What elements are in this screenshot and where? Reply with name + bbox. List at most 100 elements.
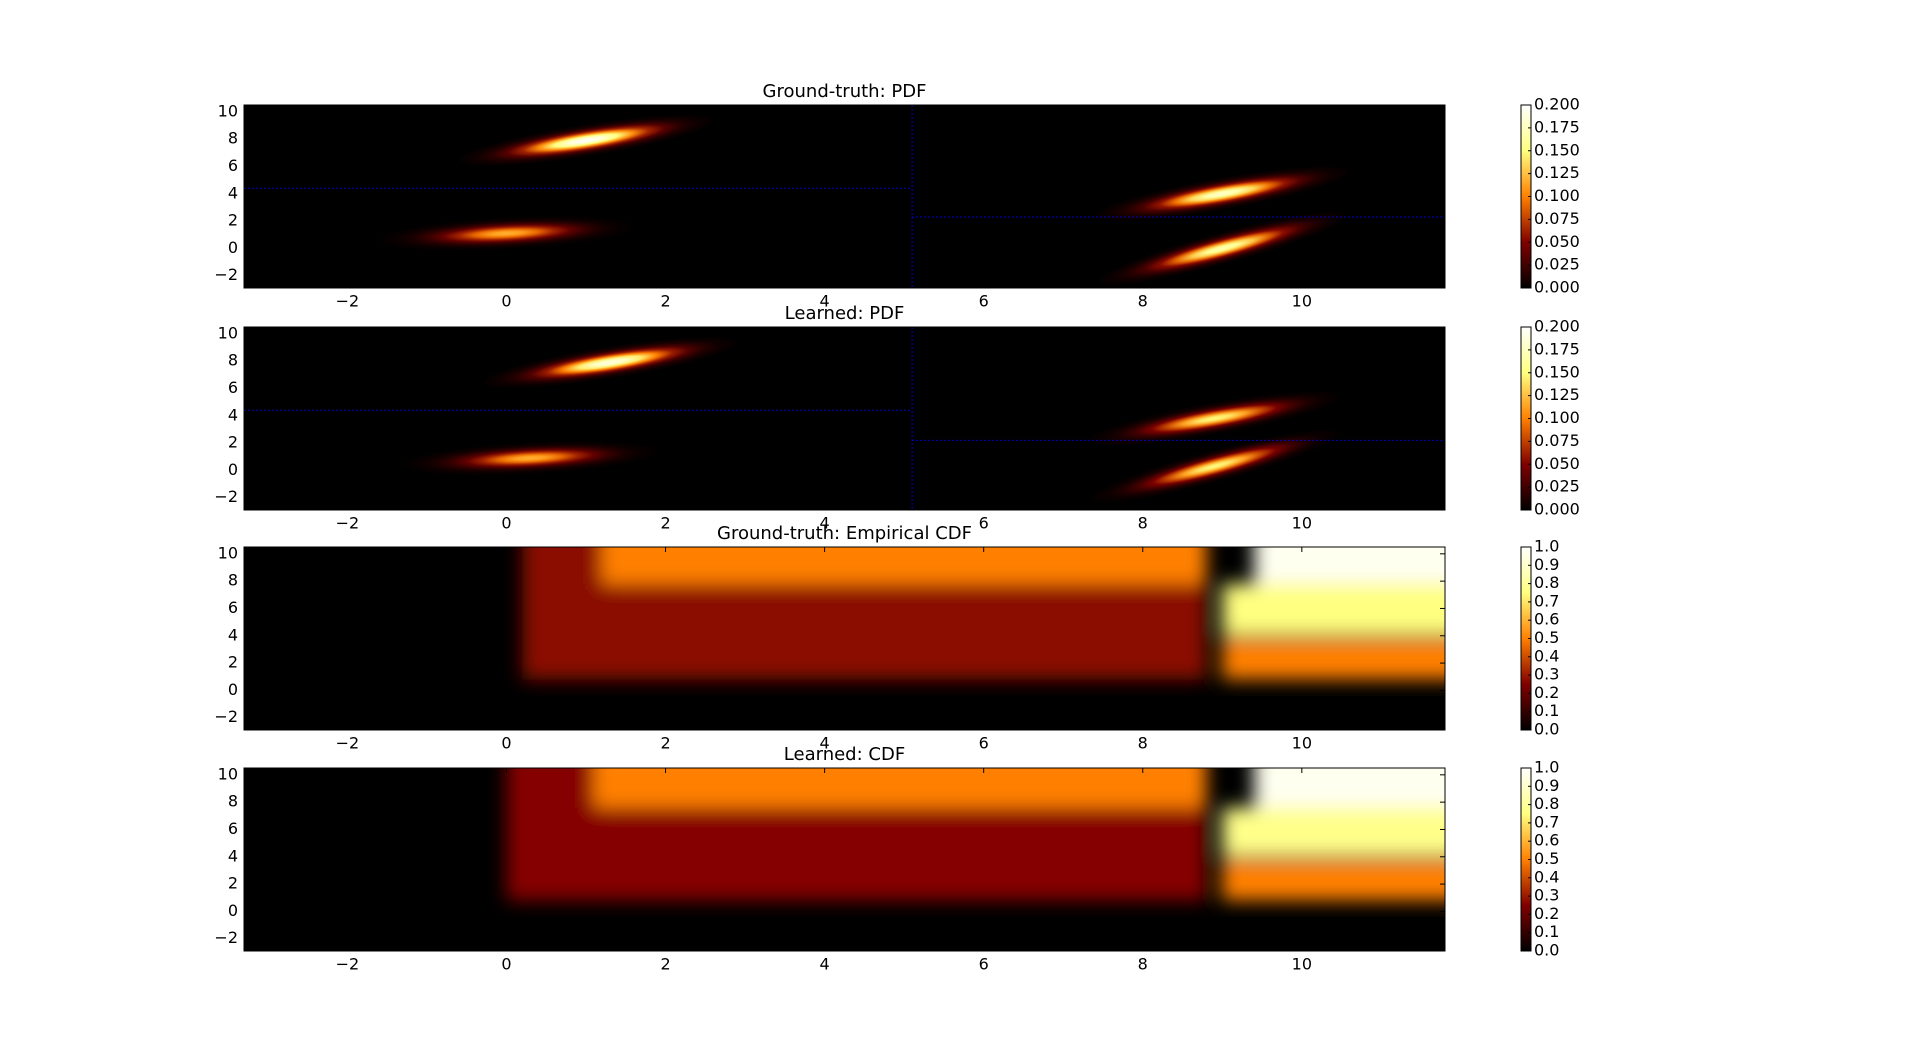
panel-title: Learned: PDF	[785, 303, 905, 324]
panel: Ground-truth: PDF −2 0 2 4 6 8 10 −2 0 2 4 6 8 10 0.000…	[214, 81, 1579, 311]
x-tick-label: −2	[336, 514, 360, 533]
y-tick-label: −2	[214, 265, 238, 284]
colorbar-tick-label: 0.100	[1534, 408, 1580, 427]
colorbar-tick-label: 0.6	[1534, 831, 1559, 850]
x-tick-label: 4	[820, 292, 830, 311]
colorbar-tick-label: 0.2	[1534, 683, 1559, 702]
x-tick-label: 8	[1138, 734, 1148, 753]
colorbar-tick-label: 0.200	[1534, 95, 1580, 114]
x-tick-label: 0	[501, 955, 511, 974]
x-tick-label: 0	[501, 292, 511, 311]
panel: Learned: CDF−2 0 2 4 6 8 10−202468100.00.10.20…	[214, 744, 1559, 974]
y-tick-label: −2	[214, 707, 238, 726]
y-tick-label: 8	[228, 571, 238, 590]
colorbar-tick-label: 0.1	[1534, 922, 1559, 941]
colorbar-tick-label: 0.050	[1534, 232, 1580, 251]
x-tick-label: 2	[660, 292, 670, 311]
y-tick-label: 6	[228, 819, 238, 838]
colorbar-tick-label: 0.175	[1534, 117, 1580, 136]
plot-area	[244, 327, 1445, 510]
colorbar-tick-label: 0.000	[1534, 500, 1580, 519]
colorbar-tick-label: 0.5	[1534, 628, 1559, 647]
cdf-region	[593, 768, 1207, 808]
x-tick-label: 2	[660, 955, 670, 974]
panel: Ground-truth: Empirical CDF −2 0 2 4 6 8 10 −2 0 2…	[214, 523, 1559, 753]
y-tick-label: 6	[228, 156, 238, 175]
y-tick-label: 6	[228, 378, 238, 397]
y-tick-label: 10	[218, 764, 238, 783]
x-tick-label: −2	[336, 734, 360, 753]
x-tick-label: 10	[1292, 734, 1312, 753]
colorbar-tick-label: 0.8	[1534, 794, 1559, 813]
x-tick-label: 6	[979, 955, 989, 974]
x-tick-label: 8	[1138, 955, 1148, 974]
colorbar-tick-label: 0.075	[1534, 431, 1580, 450]
density-blob	[484, 337, 736, 388]
colorbar-tick-label: 0.5	[1534, 849, 1559, 868]
x-tick-label: 6	[979, 292, 989, 311]
colorbar-tick-label: 0.150	[1534, 362, 1580, 381]
y-tick-label: 10	[218, 543, 238, 562]
density-blob	[403, 441, 658, 476]
colorbar-tick-label: 0.175	[1534, 339, 1580, 358]
cdf-region	[1222, 807, 1445, 857]
panel-title: Learned: CDF	[784, 744, 905, 765]
plot-area	[244, 105, 1445, 288]
colorbar-tick-label: 0.100	[1534, 186, 1580, 205]
density-blob	[379, 216, 634, 251]
y-tick-label: 8	[228, 351, 238, 370]
y-tick-label: 2	[228, 653, 238, 672]
axes-frame	[243, 546, 1446, 731]
panel-title: Ground-truth: Empirical CDF	[717, 523, 972, 544]
colorbar-tick-label: 0.050	[1534, 454, 1580, 473]
axes-frame	[243, 326, 1446, 511]
cdf-region	[1222, 638, 1445, 680]
y-tick-label: 6	[228, 598, 238, 617]
colorbar-tick-label: 0.075	[1534, 209, 1580, 228]
colorbar-tick-label: 0.025	[1534, 477, 1580, 496]
y-tick-label: 0	[228, 680, 238, 699]
axes-frame	[243, 104, 1446, 289]
y-tick-label: 4	[228, 183, 238, 202]
colorbar-tick-label: 0.9	[1534, 555, 1559, 574]
colorbar-tick-label: 0.8	[1534, 573, 1559, 592]
y-tick-label: 4	[228, 405, 238, 424]
colorbar-tick-label: 0.025	[1534, 255, 1580, 274]
colorbar-tick-label: 0.000	[1534, 278, 1580, 297]
x-tick-label: 4	[820, 955, 830, 974]
colorbar-tick-label: 0.0	[1534, 941, 1559, 960]
y-tick-label: 2	[228, 211, 238, 230]
x-tick-label: 10	[1292, 292, 1312, 311]
x-tick-label: 2	[660, 514, 670, 533]
x-tick-label: 4	[820, 734, 830, 753]
plot-area	[244, 547, 1445, 730]
density-blob	[1099, 212, 1346, 285]
x-tick-label: 6	[979, 514, 989, 533]
colorbar-tick-label: 0.9	[1534, 776, 1559, 795]
colorbar-tick-label: 0.1	[1534, 701, 1559, 720]
x-tick-label: 8	[1138, 514, 1148, 533]
x-tick-label: 0	[501, 514, 511, 533]
colorbar-tick-label: 1.0	[1534, 758, 1559, 777]
y-tick-label: 10	[218, 101, 238, 120]
colorbar-tick-label: 0.4	[1534, 646, 1559, 665]
density-blob	[1091, 430, 1338, 503]
density-blob	[1088, 391, 1340, 446]
y-tick-label: 2	[228, 433, 238, 452]
x-tick-label: −2	[336, 955, 360, 974]
density-blob	[460, 115, 712, 166]
y-tick-label: 4	[228, 846, 238, 865]
colorbar-tick-label: 0.0	[1534, 720, 1559, 739]
colorbar-tick-label: 0.7	[1534, 591, 1559, 610]
cdf-region	[1254, 768, 1445, 808]
density-blob	[1096, 166, 1348, 221]
y-tick-label: −2	[214, 487, 238, 506]
cdf-region	[1254, 547, 1445, 584]
y-tick-label: 2	[228, 874, 238, 893]
colorbar-tick-label: 0.150	[1534, 140, 1580, 159]
y-tick-label: −2	[214, 928, 238, 947]
x-tick-label: 10	[1292, 514, 1312, 533]
y-tick-label: 8	[228, 129, 238, 148]
x-tick-label: 10	[1292, 955, 1312, 974]
